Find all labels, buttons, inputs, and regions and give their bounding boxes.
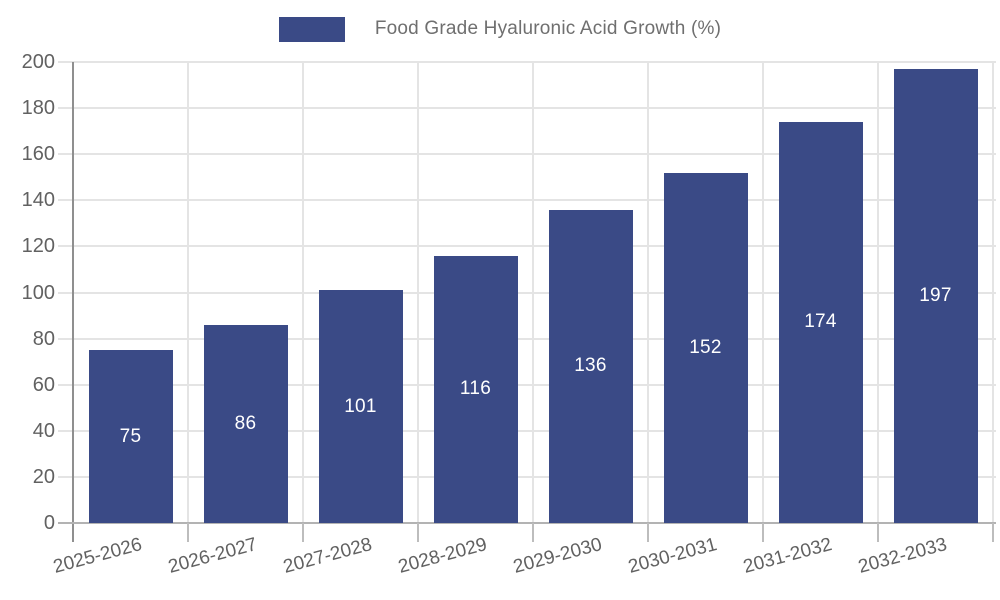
bar-value-label: 75 xyxy=(119,425,142,447)
gridline-horizontal xyxy=(58,61,996,63)
gridline-vertical xyxy=(532,62,534,523)
y-axis-tick-label: 160 xyxy=(21,143,55,166)
bar: 86 xyxy=(203,324,288,523)
y-axis-tick-label: 80 xyxy=(32,327,55,350)
gridline-vertical xyxy=(647,62,649,523)
y-axis-tick-label: 120 xyxy=(21,235,55,258)
x-axis-tick-label: 2028-2029 xyxy=(395,534,489,578)
bar: 101 xyxy=(318,290,403,523)
gridline-horizontal xyxy=(58,199,996,202)
gridline-horizontal xyxy=(58,153,996,156)
x-axis-tick-label: 2032-2033 xyxy=(855,534,949,578)
bar: 116 xyxy=(433,255,518,523)
bar: 75 xyxy=(88,350,173,523)
x-axis-tick-label: 2029-2030 xyxy=(510,534,604,578)
x-axis-tick-label: 2030-2031 xyxy=(625,534,719,578)
y-axis-tick-label: 20 xyxy=(32,465,55,488)
x-axis-tick-label: 2026-2027 xyxy=(165,534,259,578)
x-axis-tick-mark xyxy=(647,523,649,542)
x-axis-tick-mark xyxy=(877,523,879,542)
bar: 197 xyxy=(893,68,978,523)
x-axis-line xyxy=(58,522,996,524)
y-axis-tick-label: 0 xyxy=(43,512,55,534)
y-axis-tick-label: 40 xyxy=(32,419,55,442)
y-axis-tick-label: 140 xyxy=(21,189,55,212)
gridline-horizontal xyxy=(58,337,996,340)
bar-value-label: 116 xyxy=(459,378,492,400)
bar: 136 xyxy=(548,209,633,523)
gridline-vertical xyxy=(302,62,304,523)
gridline-vertical xyxy=(417,62,419,523)
gridline-horizontal xyxy=(58,107,996,110)
y-axis-line xyxy=(72,62,74,542)
bar-value-label: 136 xyxy=(574,355,607,377)
gridline-horizontal xyxy=(58,245,996,248)
x-axis-tick-label: 2025-2026 xyxy=(50,534,144,578)
y-axis-tick-label: 180 xyxy=(21,97,55,120)
gridline-vertical xyxy=(992,62,994,523)
y-axis-tick-label: 200 xyxy=(21,51,55,73)
x-axis-tick-mark xyxy=(762,523,764,542)
x-axis-tick-mark xyxy=(417,523,419,542)
bar-value-label: 101 xyxy=(344,395,377,417)
gridline-horizontal xyxy=(58,291,996,294)
gridline-horizontal xyxy=(58,429,996,432)
bar-value-label: 174 xyxy=(804,311,837,333)
gridline-horizontal xyxy=(58,383,996,386)
y-axis-tick-label: 100 xyxy=(21,281,55,304)
x-axis-tick-mark xyxy=(187,523,189,542)
x-axis-tick-mark xyxy=(532,523,534,542)
bar: 174 xyxy=(778,121,863,523)
x-axis-tick-label: 2027-2028 xyxy=(280,534,374,578)
x-axis-tick-mark xyxy=(302,523,304,542)
bar-value-label: 152 xyxy=(689,336,722,358)
gridline-vertical xyxy=(187,62,189,523)
gridline-vertical xyxy=(762,62,764,523)
gridline-horizontal xyxy=(58,475,996,478)
x-axis-tick-label: 2031-2032 xyxy=(740,534,834,578)
y-axis-tick-label: 60 xyxy=(32,373,55,396)
legend-swatch xyxy=(278,16,345,42)
x-axis-tick-mark xyxy=(992,523,994,542)
bar: 152 xyxy=(663,172,748,523)
legend-label: Food Grade Hyaluronic Acid Growth (%) xyxy=(374,18,722,39)
gridline-vertical xyxy=(877,62,879,523)
bar-value-label: 86 xyxy=(234,412,257,434)
legend: Food Grade Hyaluronic Acid Growth (%) xyxy=(0,14,1000,44)
bar-value-label: 197 xyxy=(919,284,952,306)
